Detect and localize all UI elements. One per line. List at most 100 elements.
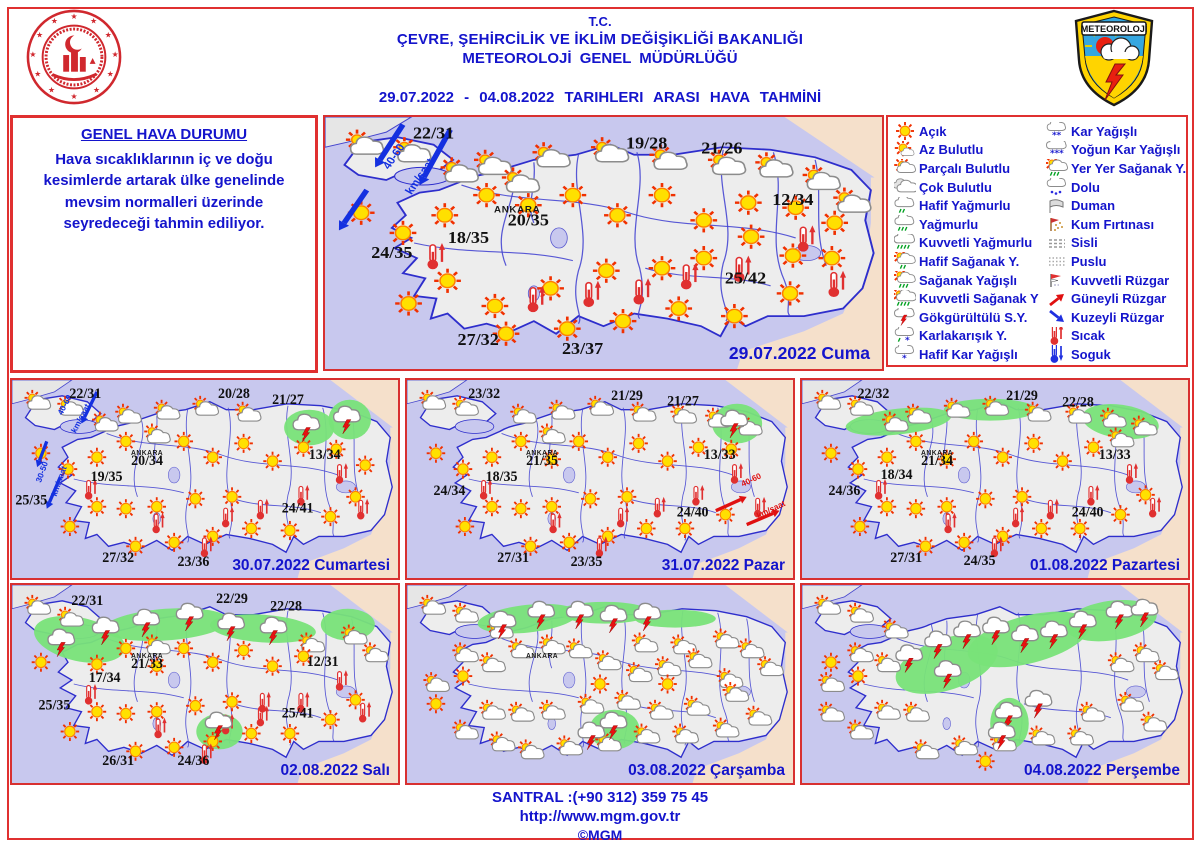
legend-item: Kuzeyli Rüzgar — [1046, 308, 1186, 327]
soguk-icon — [1050, 345, 1064, 364]
thermometer-icon — [1087, 484, 1100, 506]
weather-map-monday: ANKARA 22/32 21/29 22/28 13/33 21/34 18/34 24/3… — [800, 378, 1190, 580]
cloud-icon — [541, 639, 566, 655]
sun-icon — [818, 246, 846, 271]
sun-icon — [481, 293, 509, 319]
lightning-icon — [1078, 624, 1088, 640]
legend-item: Sağanak Yağışlı — [894, 271, 1046, 290]
sun-cloud-icon — [539, 634, 566, 655]
sun-cloud-icon — [903, 701, 930, 722]
wind-arrow — [1049, 310, 1064, 323]
footer: SANTRAL :(+90 312) 359 75 45 http://www.… — [0, 789, 1200, 843]
sun-icon — [294, 646, 313, 666]
cloud-icon — [906, 707, 930, 722]
cloud-icon — [117, 409, 142, 424]
cloud-icon — [688, 653, 713, 669]
cloud-icon — [1046, 122, 1066, 132]
sun-cloud-icon — [452, 719, 479, 740]
sun-cloud-icon — [818, 701, 845, 722]
cloud-icon — [837, 194, 872, 213]
cloud-icon — [1155, 665, 1179, 681]
sun-cloud-icon — [192, 395, 220, 416]
sun-icon — [222, 487, 242, 507]
svg-text:*: * — [1057, 131, 1062, 140]
thermometer-icon — [200, 743, 213, 765]
cloud-icon — [650, 705, 674, 720]
sun-cloud-icon — [1131, 415, 1158, 436]
thermometer-icon — [84, 684, 98, 705]
sun-icon — [776, 281, 804, 306]
temperature-label: 17/34 — [89, 670, 121, 686]
lightning-icon — [56, 642, 66, 657]
legend-item: * * Kar Yağışlı — [1046, 122, 1186, 141]
sun-cloud-icon — [647, 699, 674, 720]
weather-map-saturday: 40-60 km/saat 30-50 km/saat ANKARA 22/31 20/28… — [10, 378, 400, 580]
legend-item-label: Sisli — [1071, 235, 1098, 251]
sun-icon — [937, 449, 957, 469]
sun-cloud-icon — [489, 731, 516, 752]
sun-cloud-icon — [92, 411, 119, 432]
sun-cloud-icon — [1065, 403, 1093, 424]
legend-item: * Karlakarışık Y. — [894, 326, 1046, 346]
az-bulutlu-icon — [894, 140, 915, 157]
sun-cloud-icon — [814, 594, 842, 615]
yogun-kar-icon: * * * — [1046, 140, 1067, 159]
header: T.C. ÇEVRE, ŞEHİRCİLİK VE İKLİM DEĞİŞİKL… — [150, 10, 1050, 106]
lightning-icon — [1049, 634, 1059, 649]
city-label: ANKARA — [526, 653, 558, 660]
sun-cloud-icon — [882, 411, 909, 432]
legend-item-label: Yağmurlu — [919, 216, 979, 232]
map-date-label: 31.07.2022 Pazar — [661, 557, 785, 574]
thermometer-icon — [680, 263, 699, 290]
sun-icon — [954, 532, 974, 552]
sun-cloud-icon — [153, 399, 181, 420]
temperature-label: 18/35 — [486, 469, 518, 485]
cloud-icon — [907, 409, 932, 424]
lightning-icon — [997, 735, 1007, 750]
temperature-label: 27/31 — [890, 550, 922, 566]
cloud-icon — [894, 308, 915, 318]
sun-icon — [186, 489, 205, 509]
sun-cloud-icon — [452, 602, 479, 623]
cloud-icon — [897, 271, 916, 283]
sun-cloud-icon — [1067, 725, 1094, 746]
cloud-icon — [850, 401, 874, 416]
sun-cloud-icon — [452, 642, 479, 663]
legend-item-label: Güneyli Rüzgar — [1071, 291, 1167, 307]
svg-text:★: ★ — [48, 85, 55, 94]
legend-item: Sisli — [1046, 234, 1186, 253]
sun-icon — [116, 704, 136, 724]
kum-firtinasi-icon — [1050, 218, 1063, 232]
sun-icon — [675, 518, 695, 539]
cloud-icon — [332, 405, 361, 423]
sun-cloud-icon — [874, 699, 901, 720]
turkey-map-canvas — [802, 585, 1188, 783]
thermometer-icon — [427, 243, 446, 270]
cloud-icon — [1081, 707, 1106, 722]
legend-item-label: Soguk — [1071, 346, 1111, 362]
kuvvetli-saganak-icon — [894, 289, 916, 306]
legend-item-label: Hafif Sağanak Y. — [919, 253, 1020, 269]
lightning-icon — [1033, 703, 1043, 719]
sun-icon — [511, 431, 531, 451]
cloud-icon — [217, 612, 246, 630]
map-date-label: 04.08.2022 Perşembe — [1024, 762, 1180, 779]
sun-cloud-icon — [539, 423, 566, 444]
cloud-icon — [1130, 598, 1159, 616]
cloud-icon — [817, 395, 842, 410]
cloud-icon — [541, 428, 566, 444]
sun-icon — [263, 451, 282, 471]
cloud-icon — [806, 171, 841, 191]
thermometer-icon — [595, 536, 608, 558]
guneyli-ruzgar-icon — [1049, 293, 1064, 306]
sun-icon — [848, 459, 868, 479]
temperature-label: 19/28 — [626, 134, 668, 152]
legend-item-label: Az Bulutlu — [919, 142, 984, 158]
sun-icon — [234, 433, 253, 453]
header-directorate: METEOROLOJİ GENEL MÜDÜRLÜĞÜ — [462, 50, 738, 67]
legend-item: * * * Yoğun Kar Yağışlı — [1046, 140, 1186, 160]
sun-cloud-icon — [818, 672, 845, 693]
sicak-icon — [1050, 326, 1064, 345]
cloud-icon — [1046, 178, 1066, 188]
